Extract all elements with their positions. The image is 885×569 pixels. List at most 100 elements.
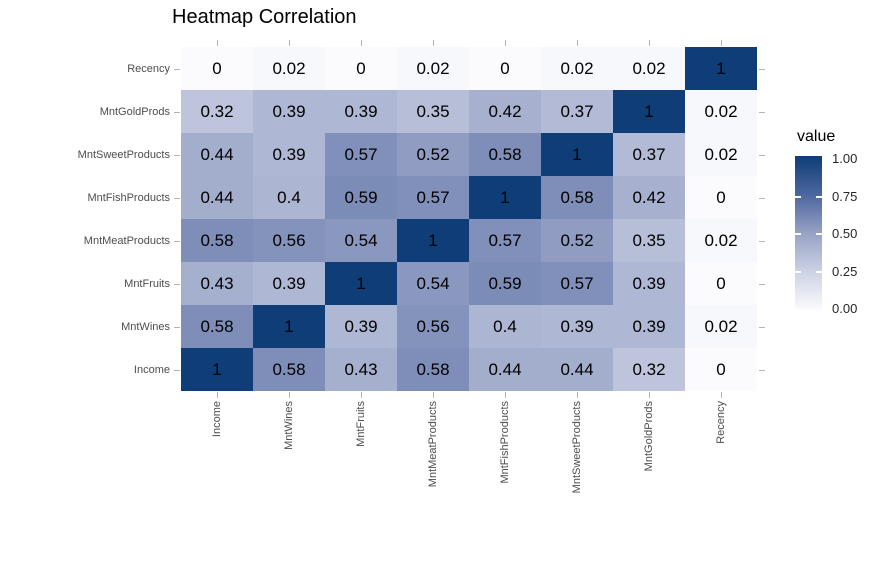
axis-tick xyxy=(217,40,218,46)
heatmap-cell: 1 xyxy=(325,262,397,305)
heatmap-cell: 1 xyxy=(685,47,757,90)
axis-tick xyxy=(759,111,765,113)
heatmap-cell: 0.4 xyxy=(253,176,325,219)
heatmap-cell: 0.58 xyxy=(253,348,325,391)
heatmap-cell: 0.58 xyxy=(469,133,541,176)
axis-tick xyxy=(505,40,506,46)
heatmap-cell: 0.44 xyxy=(541,348,613,391)
axis-tick xyxy=(361,392,362,398)
heatmap-cell: 0.39 xyxy=(253,262,325,305)
axis-tick xyxy=(361,40,362,46)
axis-tick xyxy=(174,240,180,242)
heatmap-cell: 0.57 xyxy=(541,262,613,305)
heatmap-cell: 0.37 xyxy=(541,90,613,133)
x-axis-label: MntWines xyxy=(282,401,295,450)
heatmap-cell: 0.35 xyxy=(397,90,469,133)
legend-tick-label: 0.50 xyxy=(832,226,858,241)
axis-tick xyxy=(505,392,506,398)
y-axis-label: MntFruits xyxy=(124,277,170,290)
axis-tick xyxy=(174,197,180,199)
axis-tick xyxy=(721,392,722,398)
heatmap-cell: 0.56 xyxy=(397,305,469,348)
heatmap-cell: 0.02 xyxy=(613,47,685,90)
heatmap-cell: 0.02 xyxy=(397,47,469,90)
heatmap-cell: 0.57 xyxy=(325,133,397,176)
heatmap-cell: 0.52 xyxy=(541,219,613,262)
x-axis-label: MntGoldProds xyxy=(642,401,655,472)
axis-tick xyxy=(759,197,765,199)
heatmap-cell: 0 xyxy=(685,348,757,391)
x-axis-label: Recency xyxy=(714,401,727,444)
heatmap-cell: 0.52 xyxy=(397,133,469,176)
heatmap-cell: 0.58 xyxy=(541,176,613,219)
heatmap-cell: 0 xyxy=(181,47,253,90)
axis-tick xyxy=(174,154,180,156)
axis-tick xyxy=(759,369,765,371)
axis-tick xyxy=(721,40,722,46)
axis-tick xyxy=(174,283,180,285)
heatmap-cell: 1 xyxy=(253,305,325,348)
heatmap-cell: 0.54 xyxy=(397,262,469,305)
heatmap-cell: 0.37 xyxy=(613,133,685,176)
heatmap-cell: 0 xyxy=(685,262,757,305)
heatmap-cell: 1 xyxy=(541,133,613,176)
heatmap-cell: 0.02 xyxy=(685,305,757,348)
legend-bar-tick xyxy=(816,233,822,235)
heatmap-cell: 0.4 xyxy=(469,305,541,348)
axis-tick xyxy=(759,68,765,70)
axis-tick xyxy=(289,40,290,46)
y-axis-label: MntGoldProds xyxy=(99,105,170,118)
heatmap-cell: 1 xyxy=(613,90,685,133)
axis-tick xyxy=(577,392,578,398)
heatmap-cell: 0.39 xyxy=(613,305,685,348)
axis-tick xyxy=(759,326,765,328)
axis-tick xyxy=(759,283,765,285)
axis-tick xyxy=(759,154,765,156)
heatmap-cell: 0.02 xyxy=(685,133,757,176)
axis-tick xyxy=(174,369,180,371)
y-axis-label: MntMeatProducts xyxy=(83,234,170,247)
heatmap-cell: 0.39 xyxy=(325,90,397,133)
heatmap-cell: 0 xyxy=(685,176,757,219)
legend-tick-label: 0.00 xyxy=(832,301,858,316)
heatmap-cell: 0 xyxy=(325,47,397,90)
axis-tick xyxy=(433,40,434,46)
heatmap-cell: 0.39 xyxy=(325,305,397,348)
y-axis-label: Income xyxy=(133,363,170,376)
heatmap-cell: 0.54 xyxy=(325,219,397,262)
heatmap-cell: 0.39 xyxy=(541,305,613,348)
heatmap-cell: 0.58 xyxy=(181,305,253,348)
heatmap-cell: 1 xyxy=(397,219,469,262)
legend-tick-label: 0.25 xyxy=(832,263,858,279)
heatmap-cell: 0.59 xyxy=(325,176,397,219)
x-axis-label: MntFishProducts xyxy=(498,401,511,484)
y-axis-label: MntWines xyxy=(121,320,170,333)
heatmap-cell: 0.43 xyxy=(181,262,253,305)
heatmap-cell: 0.56 xyxy=(253,219,325,262)
heatmap-cell: 0.44 xyxy=(469,348,541,391)
axis-tick xyxy=(289,392,290,398)
y-axis-label: Recency xyxy=(127,62,170,75)
heatmap-cell: 0.58 xyxy=(181,219,253,262)
legend-bar-tick xyxy=(795,195,801,198)
heatmap-cell: 0.39 xyxy=(253,90,325,133)
y-axis-label: MntFishProducts xyxy=(87,191,170,204)
heatmap-cell: 0.39 xyxy=(613,262,685,305)
heatmap-cell: 0.42 xyxy=(613,176,685,219)
axis-tick xyxy=(649,392,650,398)
heatmap-cell: 0.57 xyxy=(469,219,541,262)
heatmap-cell: 0.43 xyxy=(325,348,397,391)
heatmap-cell: 0.02 xyxy=(541,47,613,90)
legend-tick-label: 0.75 xyxy=(832,188,858,204)
axis-tick xyxy=(174,68,180,70)
heatmap-cell: 0.02 xyxy=(685,219,757,262)
legend-title: value xyxy=(797,128,836,145)
heatmap-cell: 0.32 xyxy=(181,90,253,133)
heatmap-cell: 1 xyxy=(469,176,541,219)
heatmap-cell: 0.44 xyxy=(181,176,253,219)
legend-tick-label: 1.00 xyxy=(832,151,858,166)
legend-bar-tick xyxy=(816,195,822,198)
legend-bar-tick xyxy=(795,233,801,235)
heatmap-cell: 0.02 xyxy=(253,47,325,90)
legend-bar-tick xyxy=(816,270,822,273)
